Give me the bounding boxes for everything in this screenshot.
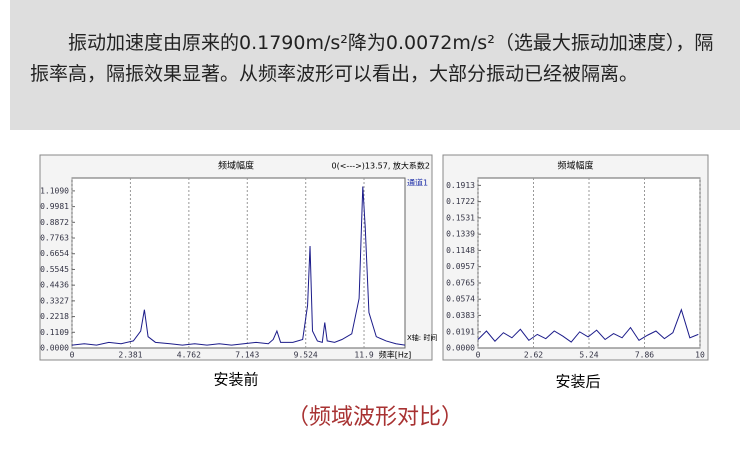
y-tick-label: 0.6654: [40, 249, 69, 258]
x-axis-note: X轴: 时间: [407, 333, 437, 342]
y-tick-label: 0.1148: [446, 246, 475, 255]
y-tick-label: 0.0000: [40, 344, 69, 353]
y-tick-label: 0.0957: [446, 262, 475, 271]
y-tick-label: 0.8872: [40, 218, 69, 227]
y-tick-label: 0.1722: [446, 197, 475, 206]
x-axis-label: 频率[Hz]: [379, 350, 411, 360]
intro-text: 振动加速度由原来的0.1790m/s²降为0.0072m/s²（选最大振动加速度…: [10, 0, 740, 130]
y-tick-label: 0.3327: [40, 296, 69, 305]
chart-title: 频域幅度: [557, 160, 593, 172]
x-tick-label: 2.62: [524, 351, 543, 360]
y-tick-label: 0.9981: [40, 202, 69, 211]
data-line: [477, 308, 699, 343]
x-tick-label: 4.762: [177, 351, 201, 360]
x-tick-label: 7.86: [635, 351, 654, 360]
x-tick-label: 5.24: [579, 351, 598, 360]
y-tick-label: 0.1913: [446, 181, 475, 190]
x-tick-label: 9.524: [294, 351, 318, 360]
caption: 安装后: [555, 373, 600, 391]
y-tick-label: 0.2218: [40, 312, 69, 321]
annotation: 0(<--->)13.57, 放大系数2: [332, 161, 430, 171]
legend-entry: 通道1: [407, 178, 428, 188]
y-tick-label: 0.0765: [446, 278, 475, 287]
footer: （频域波形对比）: [287, 405, 463, 430]
y-tick-label: 0.0000: [446, 344, 475, 353]
y-tick-label: 0.1531: [446, 213, 475, 222]
chart-title: 频域幅度: [218, 160, 254, 172]
y-tick-label: 0.1339: [446, 230, 475, 239]
x-tick-label: 10: [695, 351, 705, 360]
y-tick-label: 0.4436: [40, 281, 69, 290]
x-tick-label: 0: [476, 351, 481, 360]
y-tick-label: 0.5545: [40, 265, 69, 274]
x-tick-label: 7.143: [235, 351, 259, 360]
data-line: [71, 186, 406, 346]
x-tick-label: 0: [70, 351, 75, 360]
y-tick-label: 1.1090: [40, 186, 69, 195]
y-tick-label: 0.1109: [40, 328, 69, 337]
x-tick-label: 2.381: [118, 351, 142, 360]
plot-area: [71, 177, 406, 349]
y-tick-label: 0.0383: [446, 311, 475, 320]
caption: 安装前: [213, 371, 258, 389]
y-tick-label: 0.0574: [446, 295, 475, 304]
x-tick-label: 11.9: [354, 351, 373, 360]
y-tick-label: 0.0191: [446, 327, 475, 336]
y-tick-label: 0.7763: [40, 234, 69, 243]
